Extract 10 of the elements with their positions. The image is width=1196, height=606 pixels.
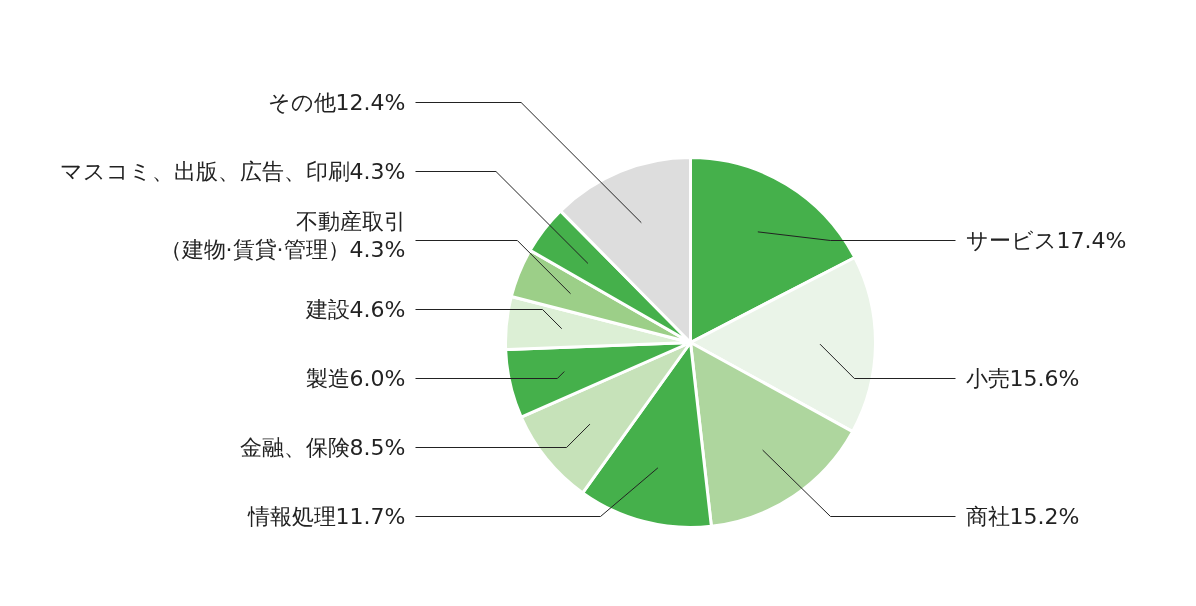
- slice-label: 金融、保険8.5%: [239, 435, 406, 460]
- slice-label: 不動産取引（建物·賃貸·管理）4.3%: [159, 209, 406, 262]
- slice-label: 情報処理11.7%: [246, 504, 406, 529]
- slice-label: 建設4.6%: [304, 297, 406, 322]
- slice-label: その他12.4%: [267, 90, 406, 115]
- slice-label: 商社15.2%: [965, 504, 1080, 529]
- slice-label: 製造6.0%: [305, 366, 406, 391]
- slice-label: 小売15.6%: [965, 366, 1080, 391]
- slice-label: マスコミ、出版、広告、印刷4.3%: [59, 159, 406, 184]
- slice-label: サービス17.4%: [965, 228, 1127, 253]
